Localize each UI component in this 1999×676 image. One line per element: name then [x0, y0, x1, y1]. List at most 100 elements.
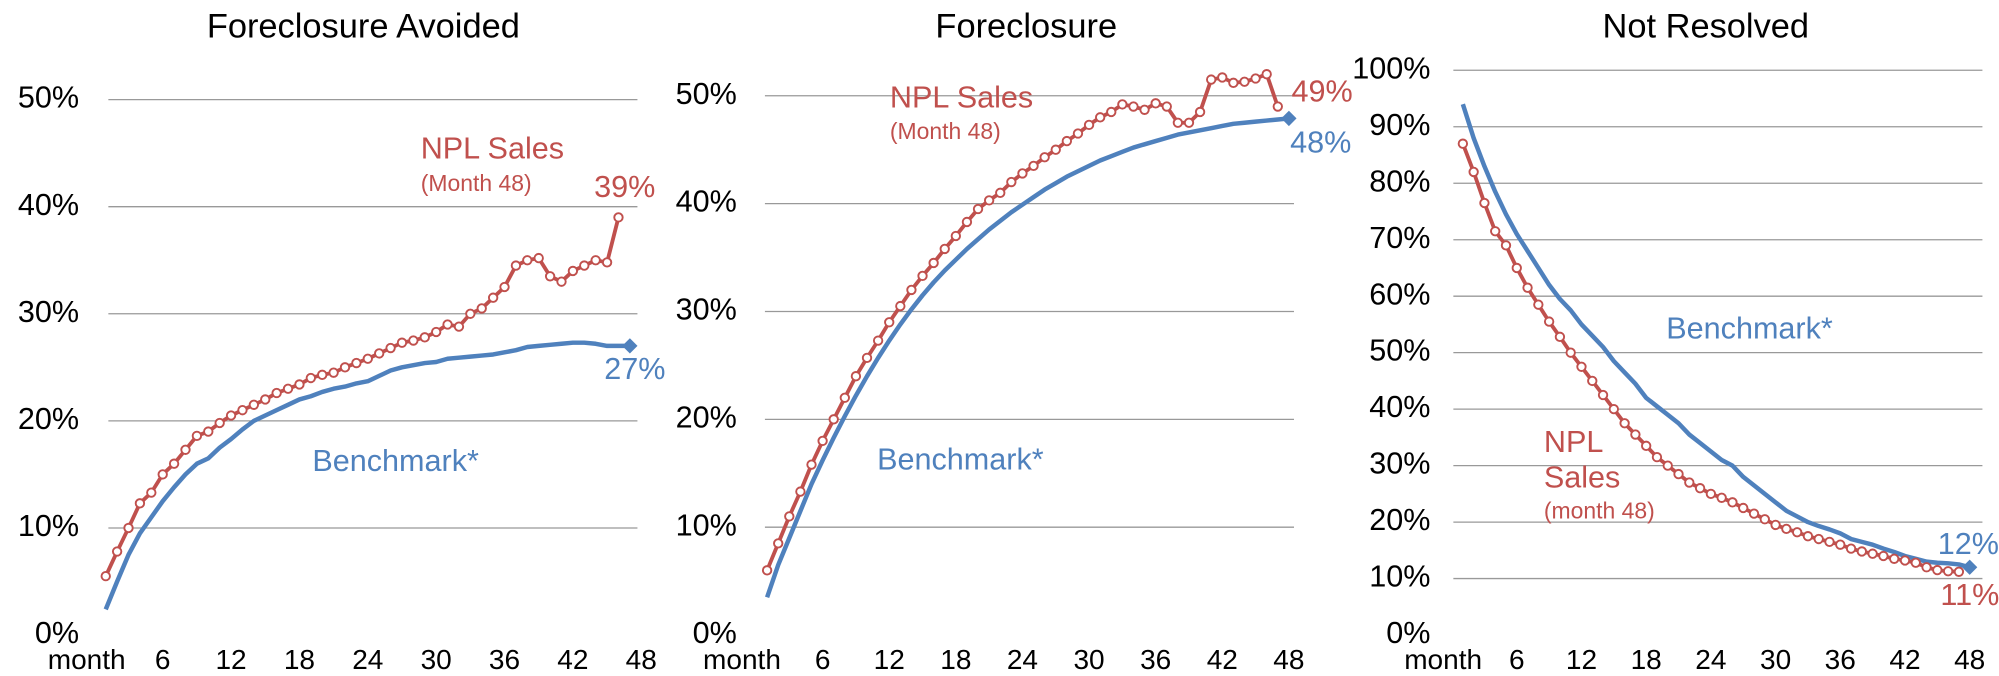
- data-point: [533, 252, 544, 264]
- end-marker: [1281, 110, 1297, 127]
- x-tick-label: 42: [557, 644, 588, 675]
- y-tick-label: 90%: [1369, 108, 1430, 142]
- x-tick-label: 18: [940, 644, 971, 675]
- data-point: [1228, 77, 1239, 88]
- data-point: [1565, 347, 1576, 358]
- data-point: [1932, 564, 1943, 576]
- data-point: [817, 435, 828, 447]
- data-point: [1910, 557, 1921, 568]
- x-tick-label: 6: [155, 644, 171, 675]
- data-point: [1587, 375, 1598, 387]
- data-point: [476, 303, 487, 314]
- data-point: [906, 284, 917, 296]
- data-point: [1217, 72, 1228, 83]
- data-point: [1953, 566, 1965, 577]
- data-point: [157, 469, 168, 480]
- chart-title: Foreclosure Avoided: [207, 7, 520, 45]
- data-point: [111, 546, 123, 557]
- annotation: NPL: [1544, 425, 1603, 459]
- x-tick-label: 24: [352, 644, 383, 675]
- end-label: 27%: [604, 352, 665, 386]
- data-point: [203, 426, 214, 437]
- end-label: 48%: [1290, 125, 1351, 159]
- data-point: [419, 332, 430, 343]
- annotation: (month 48): [1544, 498, 1655, 524]
- data-point: [861, 352, 873, 364]
- data-point: [1781, 523, 1792, 535]
- data-point: [1457, 138, 1469, 149]
- data-point: [1533, 299, 1544, 310]
- data-point: [465, 308, 476, 319]
- data-point: [1490, 226, 1501, 237]
- data-point: [1899, 555, 1911, 566]
- y-tick-label: 50%: [1369, 334, 1430, 368]
- data-point: [795, 486, 806, 497]
- data-point: [1845, 543, 1857, 554]
- data-point: [431, 326, 442, 338]
- data-point: [1172, 117, 1184, 128]
- y-tick-label: 20%: [18, 402, 79, 436]
- x-axis-label: month: [703, 644, 781, 675]
- data-point: [134, 498, 146, 509]
- data-point: [408, 335, 419, 346]
- data-point: [339, 362, 351, 373]
- data-point: [972, 203, 984, 215]
- data-point: [917, 270, 928, 282]
- series-line: [103, 340, 630, 611]
- data-point: [556, 276, 567, 287]
- x-axis-label: month: [1404, 644, 1482, 675]
- data-point: [1824, 536, 1835, 548]
- data-point: [1878, 550, 1889, 562]
- data-point: [396, 337, 408, 348]
- data-point: [1072, 128, 1084, 139]
- data-point: [1206, 74, 1217, 85]
- y-tick-label: 80%: [1369, 164, 1430, 198]
- data-point: [895, 300, 906, 312]
- annotation: (Month 48): [421, 170, 532, 196]
- data-point: [1608, 403, 1619, 415]
- y-tick-label: 30%: [18, 295, 79, 329]
- data-point: [939, 243, 950, 255]
- data-point: [1094, 112, 1106, 123]
- y-tick-label: 30%: [676, 293, 737, 327]
- x-tick-label: 36: [489, 644, 520, 675]
- data-point: [191, 430, 203, 442]
- data-point: [1641, 440, 1652, 452]
- data-point: [1083, 119, 1095, 131]
- data-point: [1791, 527, 1803, 538]
- end-marker: [1962, 559, 1978, 575]
- data-point: [294, 379, 305, 390]
- x-tick-label: 42: [1889, 644, 1920, 675]
- data-point: [828, 414, 839, 425]
- data-point: [1522, 282, 1533, 293]
- data-point: [1479, 197, 1490, 209]
- data-point: [1061, 135, 1073, 147]
- data-point: [1250, 73, 1261, 84]
- annotation: NPL Sales: [421, 132, 564, 166]
- data-point: [225, 410, 237, 421]
- data-point: [1500, 240, 1512, 251]
- data-point: [1028, 160, 1039, 172]
- data-point: [1239, 76, 1250, 87]
- series-line: [104, 216, 621, 577]
- y-tick-label: 40%: [18, 188, 79, 222]
- data-point: [1759, 514, 1770, 525]
- data-point: [995, 187, 1006, 199]
- data-point: [761, 565, 773, 576]
- series-line: [764, 116, 1290, 599]
- x-tick-label: 6: [1509, 644, 1525, 675]
- y-tick-label: 10%: [1369, 560, 1430, 594]
- y-tick-label: 100%: [1352, 51, 1430, 85]
- data-point: [1017, 168, 1028, 179]
- y-tick-label: 30%: [1369, 447, 1430, 481]
- data-point: [1651, 451, 1663, 463]
- data-point: [487, 292, 499, 303]
- data-point: [1161, 101, 1172, 112]
- data-point: [839, 392, 850, 403]
- data-point: [1684, 477, 1695, 488]
- data-point: [1921, 562, 1932, 573]
- data-point: [100, 570, 111, 582]
- data-point: [950, 230, 961, 242]
- data-point: [1630, 429, 1641, 440]
